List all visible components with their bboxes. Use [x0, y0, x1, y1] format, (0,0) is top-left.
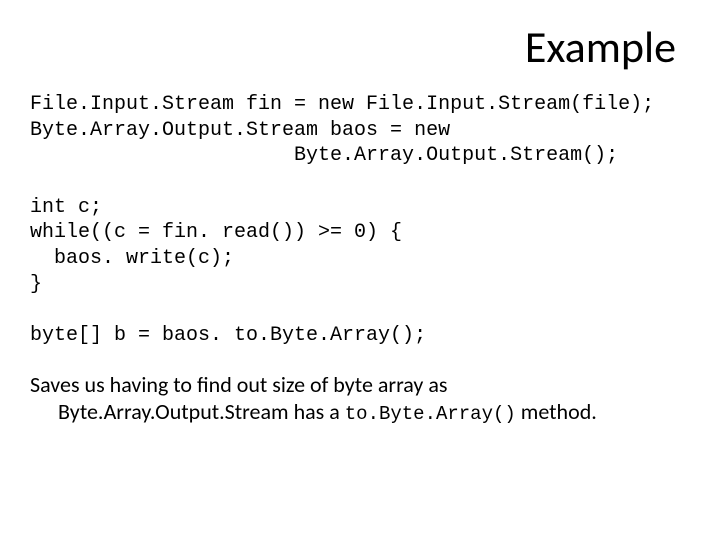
- code-line: byte[] b = baos. to.Byte.Array();: [30, 324, 426, 347]
- code-line: int c;: [30, 196, 102, 219]
- inline-code: to.Byte.Array(): [345, 403, 516, 425]
- slide: Example File.Input.Stream fin = new File…: [0, 0, 720, 540]
- code-block-2: int c; while((c = fin. read()) >= 0) { b…: [30, 195, 680, 297]
- code-line: File.Input.Stream fin = new File.Input.S…: [30, 93, 654, 116]
- code-block-3: byte[] b = baos. to.Byte.Array();: [30, 323, 680, 349]
- code-line: Byte.Array.Output.Stream baos = new: [30, 119, 450, 142]
- body-paragraph: Saves us having to find out size of byte…: [30, 371, 680, 427]
- code-line: Byte.Array.Output.Stream();: [30, 144, 618, 167]
- code-line: while((c = fin. read()) >= 0) {: [30, 221, 402, 244]
- code-line: baos. write(c);: [30, 247, 234, 270]
- body-text-suffix: method.: [516, 398, 597, 425]
- slide-title: Example: [30, 20, 680, 74]
- code-block-1: File.Input.Stream fin = new File.Input.S…: [30, 92, 680, 169]
- code-line: }: [30, 273, 42, 296]
